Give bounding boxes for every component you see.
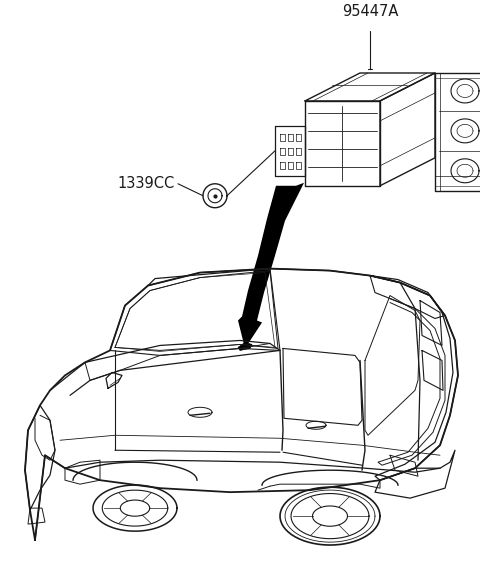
Polygon shape — [238, 182, 304, 349]
Text: 95447A: 95447A — [342, 4, 398, 19]
Text: 1339CC: 1339CC — [118, 176, 175, 192]
Polygon shape — [238, 342, 252, 350]
